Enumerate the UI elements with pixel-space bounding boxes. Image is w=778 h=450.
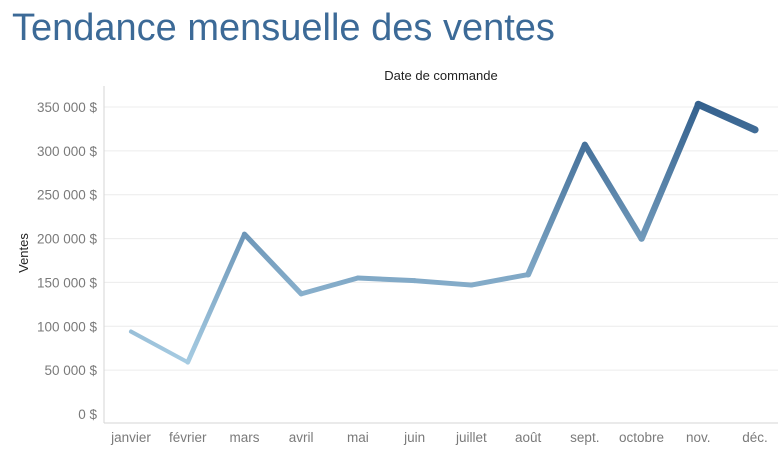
y-tick-label: 50 000 $: [44, 363, 97, 378]
line-segment: [581, 141, 645, 242]
line-segment: [694, 100, 759, 134]
y-tick-label: 0 $: [78, 407, 97, 422]
line-segment: [525, 141, 588, 278]
x-tick-label: avril: [289, 430, 314, 445]
line-segment: [468, 272, 531, 288]
y-axis-title: Ventes: [16, 233, 31, 273]
chart-title: Tendance mensuelle des ventes: [12, 7, 555, 49]
line-segment: [185, 231, 247, 365]
y-tick-label: 250 000 $: [37, 188, 98, 203]
x-tick-label: déc.: [742, 430, 768, 445]
line-segment: [638, 101, 702, 242]
y-tick-label: 350 000 $: [37, 100, 98, 115]
x-tick-label: sept.: [570, 430, 599, 445]
y-tick-label: 100 000 $: [37, 319, 98, 334]
gridlines: [104, 106, 778, 371]
x-tick-label: octobre: [619, 430, 664, 445]
top-axis-title: Date de commande: [384, 68, 497, 83]
series-sales: [128, 100, 759, 365]
x-tick-label: janvier: [110, 430, 151, 445]
line-segment: [128, 329, 190, 365]
x-tick-label: août: [515, 430, 542, 445]
line-segment: [412, 278, 474, 288]
line-segment: [298, 275, 361, 297]
y-tick-label: 300 000 $: [37, 144, 98, 159]
line-segment: [355, 275, 418, 284]
x-tick-label: mai: [347, 430, 369, 445]
x-tick-label: juillet: [455, 430, 487, 445]
x-tick-label: juin: [403, 430, 425, 445]
y-tick-labels: 0 $ 50 000 $ 100 000 $ 150 000 $ 200 000 $ 25…: [37, 100, 98, 422]
y-tick-label: 200 000 $: [37, 232, 98, 247]
x-tick-label: mars: [229, 430, 259, 445]
x-tick-label: nov.: [686, 430, 711, 445]
y-tick-label: 150 000 $: [37, 275, 98, 290]
x-tick-label: février: [169, 430, 207, 445]
x-tick-labels: janvier février mars avril mai juin juillet aoû…: [110, 430, 768, 445]
line-segment: [241, 231, 304, 297]
